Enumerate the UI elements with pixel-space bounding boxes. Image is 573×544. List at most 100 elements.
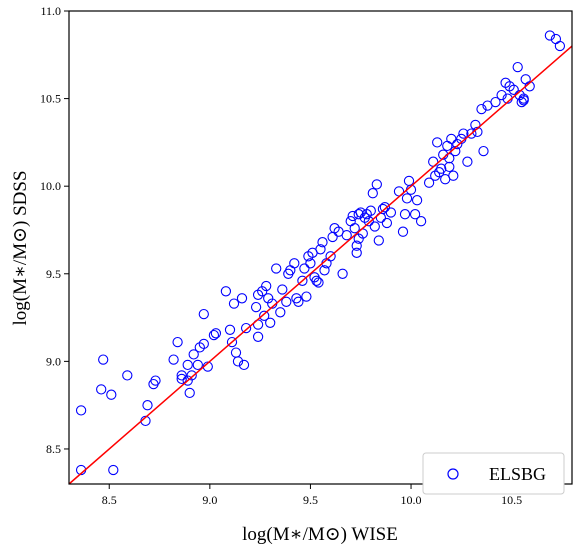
data-point <box>423 177 435 188</box>
y-tick-label: 9.0 <box>46 354 61 368</box>
data-point <box>490 96 501 108</box>
data-point <box>228 298 240 309</box>
data-point <box>271 263 282 274</box>
x-tick-label: 9.5 <box>303 493 318 507</box>
data-point <box>108 464 119 476</box>
y-tick-label: 9.5 <box>46 267 61 281</box>
x-axis-title: log(M∗/M⊙) WISE <box>242 524 398 544</box>
data-point <box>401 193 413 204</box>
data-point <box>281 296 292 307</box>
data-point <box>476 103 487 115</box>
data-point <box>554 40 566 52</box>
data-point <box>369 221 380 232</box>
data-point <box>150 375 161 386</box>
data-point <box>367 188 378 199</box>
data-point <box>168 354 179 365</box>
data-point <box>446 133 457 145</box>
data-point <box>385 207 397 218</box>
data-point <box>311 275 322 286</box>
data-point <box>432 137 443 148</box>
data-point <box>182 359 193 371</box>
y-tick-label: 8.5 <box>46 442 61 456</box>
data-point <box>96 384 107 395</box>
data-point <box>252 331 264 342</box>
data-point <box>182 375 193 386</box>
data-point <box>353 209 364 220</box>
data-point <box>371 179 382 190</box>
data-point <box>238 359 250 371</box>
data-point <box>379 202 391 213</box>
y-tick-label: 11.0 <box>40 4 61 18</box>
data-point <box>496 89 507 101</box>
data-point <box>236 293 248 304</box>
data-point <box>232 356 244 367</box>
data-points <box>75 30 566 476</box>
data-point <box>462 156 473 167</box>
data-point <box>544 30 556 41</box>
legend-marker-icon <box>447 468 459 480</box>
data-point <box>351 240 362 251</box>
y-tick-label: 10.0 <box>40 179 61 193</box>
data-point <box>351 247 362 258</box>
data-point <box>98 354 109 365</box>
data-point <box>277 284 288 295</box>
data-point <box>142 400 153 411</box>
y-axis-title: log(M∗/M⊙) SDSS <box>10 170 31 325</box>
data-point <box>259 310 270 321</box>
data-point <box>409 209 421 220</box>
data-point <box>220 286 232 297</box>
data-point <box>444 161 455 173</box>
x-tick-label: 8.5 <box>102 493 117 507</box>
data-point <box>349 223 360 234</box>
data-point <box>319 265 330 276</box>
data-point <box>466 128 477 139</box>
data-point <box>458 128 469 139</box>
data-point <box>198 308 209 320</box>
data-point <box>224 324 236 335</box>
data-point <box>325 251 336 262</box>
data-point <box>106 389 117 400</box>
legend-box <box>422 452 565 495</box>
data-point <box>289 258 300 269</box>
data-point <box>186 370 197 381</box>
data-point <box>297 275 308 286</box>
data-point <box>188 349 199 360</box>
data-point <box>365 205 376 216</box>
data-point <box>434 167 445 178</box>
data-point <box>305 258 316 269</box>
data-point <box>275 307 286 318</box>
data-point <box>313 277 324 288</box>
data-point <box>172 336 183 348</box>
x-axis-ticks: 8.5 9.0 9.5 10.0 10.5 <box>102 484 522 507</box>
x-tick-label: 10.0 <box>401 493 422 507</box>
data-point <box>176 370 187 381</box>
data-point <box>301 291 312 302</box>
legend: ELSBG <box>422 452 565 495</box>
plot-frame <box>68 10 573 485</box>
data-point <box>381 217 393 229</box>
data-point <box>504 81 515 92</box>
data-point <box>397 226 409 237</box>
data-point <box>122 370 133 381</box>
data-point <box>198 338 209 350</box>
legend-label: ELSBG <box>489 464 546 484</box>
x-tick-label: 9.0 <box>202 493 217 507</box>
data-point <box>176 373 187 385</box>
data-point <box>415 216 427 227</box>
data-point <box>512 61 523 73</box>
data-point <box>240 322 252 334</box>
data-point <box>208 329 220 341</box>
data-point <box>341 230 352 241</box>
data-point <box>448 170 459 181</box>
data-point <box>299 263 310 274</box>
data-point <box>257 286 268 297</box>
data-point <box>250 301 262 313</box>
y-axis-ticks: 8.5 9.0 9.5 10.0 10.5 11.0 <box>40 4 69 456</box>
data-point <box>210 328 222 339</box>
data-point <box>315 244 326 255</box>
data-point <box>373 235 384 246</box>
data-point <box>226 336 238 348</box>
fit-line <box>68 45 573 485</box>
data-point <box>192 359 203 371</box>
